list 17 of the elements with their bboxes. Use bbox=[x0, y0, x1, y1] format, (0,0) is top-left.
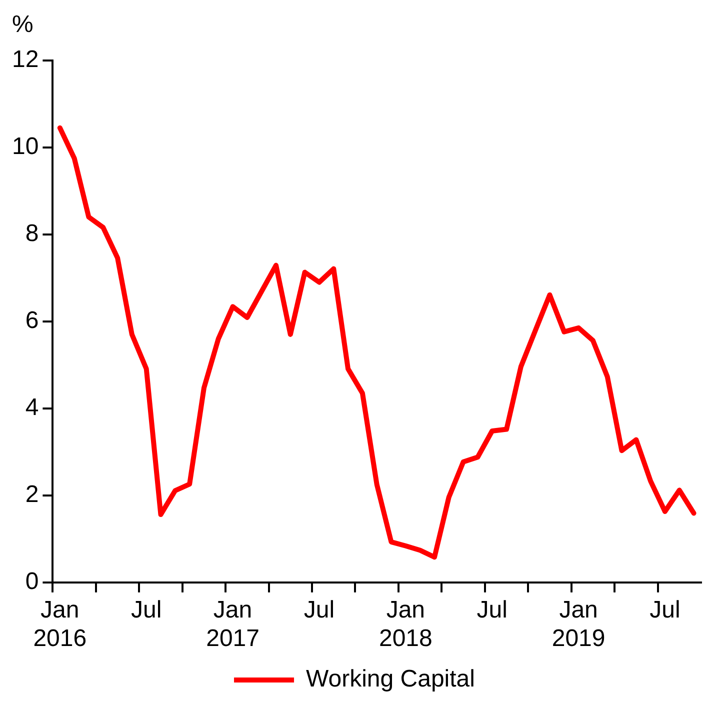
y-tick-label: 2 bbox=[25, 481, 39, 508]
y-tick-label: 4 bbox=[25, 394, 39, 422]
x-tick-label: Jul bbox=[304, 596, 335, 624]
y-tick-label: 0 bbox=[25, 568, 39, 596]
y-tick-label: 8 bbox=[25, 220, 39, 248]
x-tick-label: Jan 2018 bbox=[378, 596, 432, 652]
x-tick-label: Jan 2016 bbox=[33, 596, 87, 652]
x-tick-label: Jan 2017 bbox=[206, 596, 260, 652]
x-tick-label: Jan 2019 bbox=[552, 596, 606, 652]
legend-label: Working Capital bbox=[306, 666, 475, 693]
y-tick-label: 6 bbox=[25, 307, 39, 334]
x-tick-label: Jul bbox=[476, 596, 508, 624]
x-tick-label: Jul bbox=[650, 596, 680, 624]
y-tick-label: 10 bbox=[12, 133, 39, 160]
x-tick-label: Jul bbox=[130, 596, 162, 624]
y-tick-label: 12 bbox=[12, 46, 39, 74]
y-axis-title: % bbox=[11, 10, 34, 40]
